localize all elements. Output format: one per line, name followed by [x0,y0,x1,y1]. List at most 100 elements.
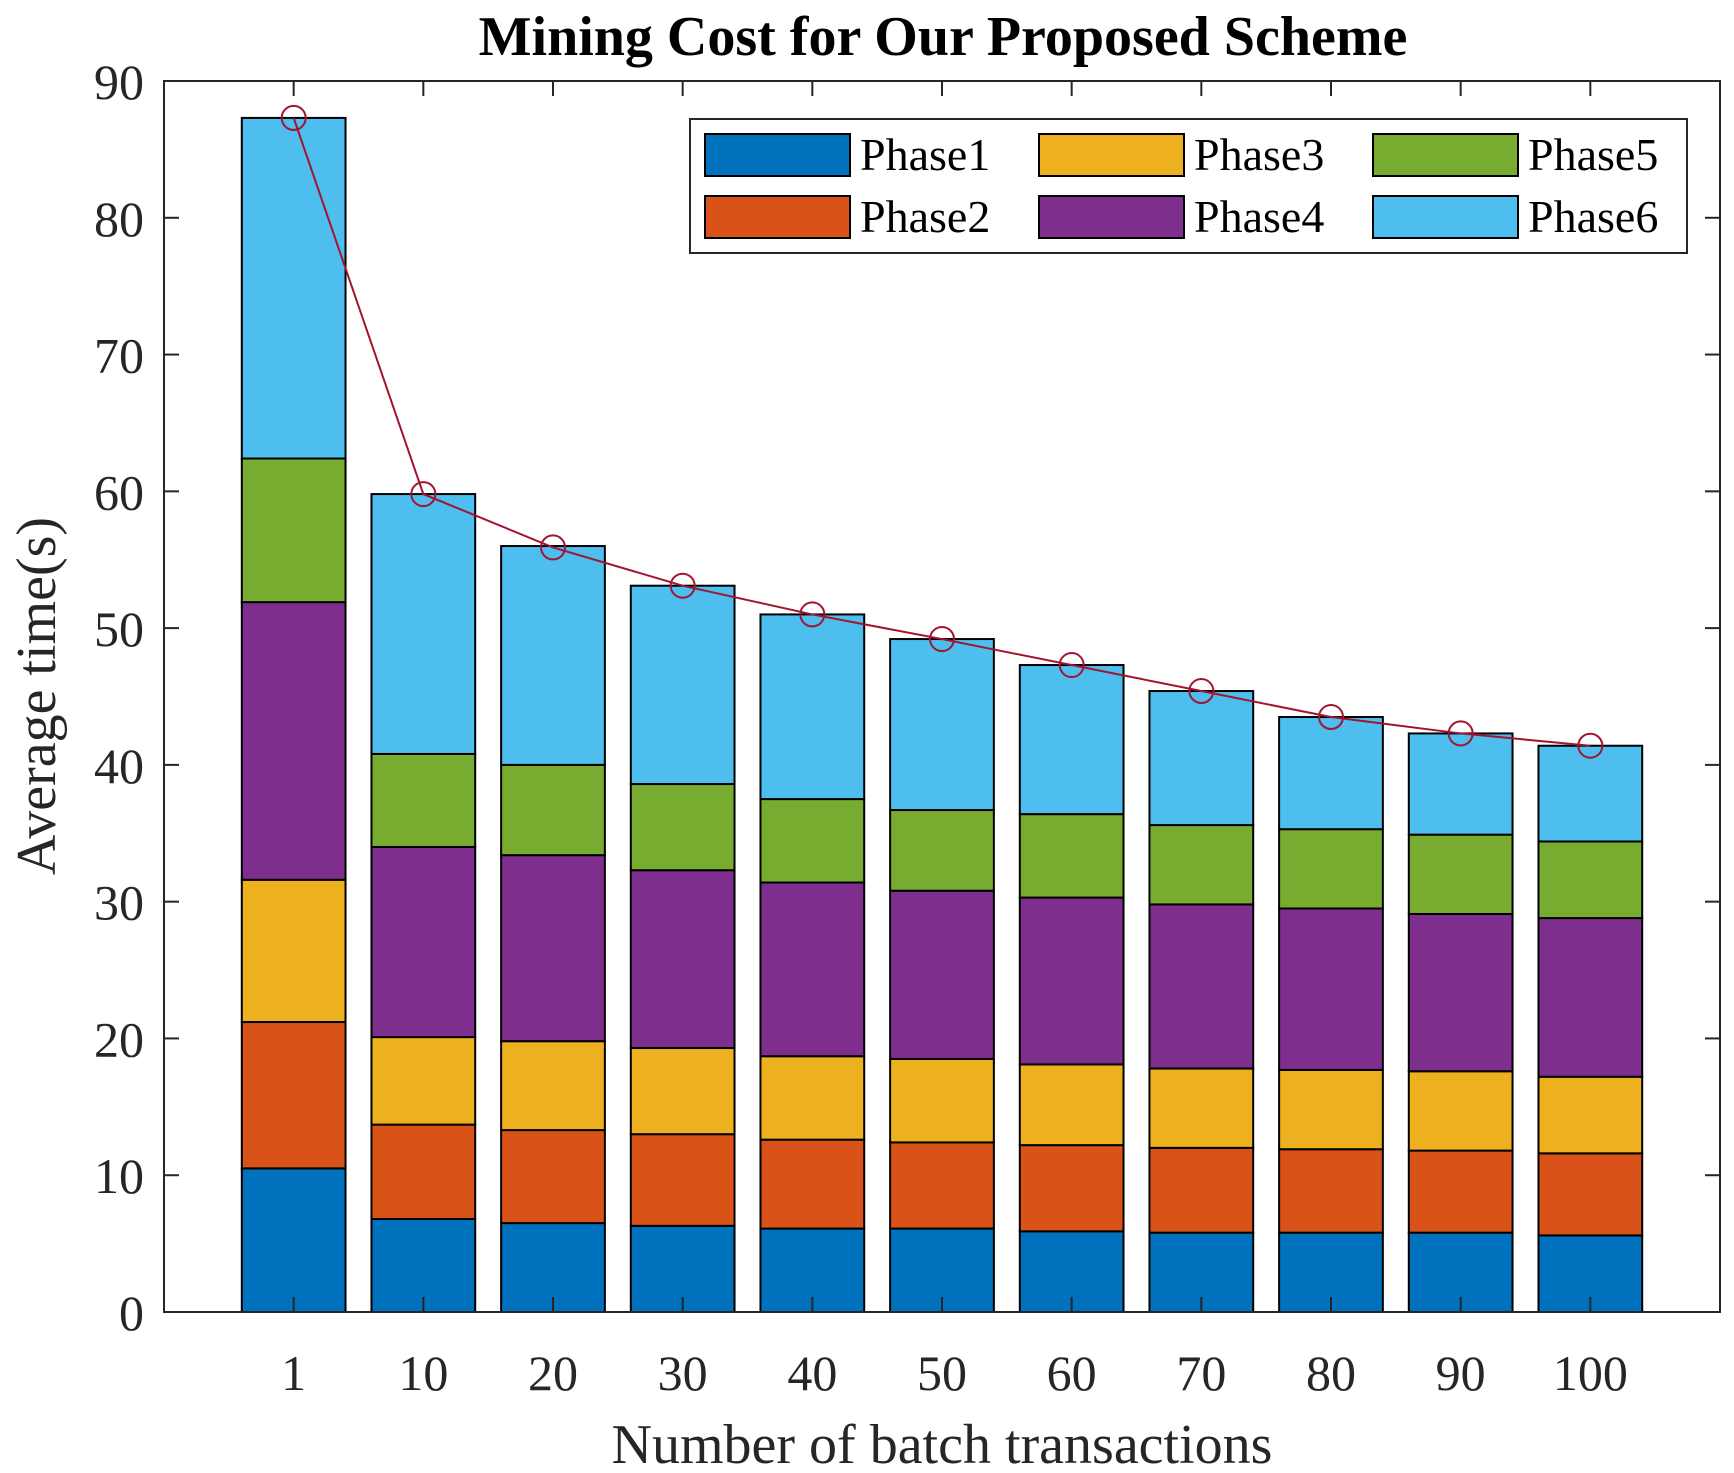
bar-segment-phase2-80 [1278,1148,1384,1234]
legend-label: Phase2 [860,191,990,242]
bar-segment-phase6-50 [889,638,995,812]
bar-segment-phase4-80 [1278,907,1384,1071]
bar-segment-phase6-60 [1018,664,1125,816]
bar-segment-phase4-90 [1407,912,1514,1073]
legend-item-phase6: Phase6 [1372,191,1658,242]
bar-segment-phase6-80 [1278,716,1384,831]
x-tick-label: 70 [1176,1345,1226,1401]
total-marker-70 [1188,678,1215,705]
total-marker-100 [1577,732,1604,759]
x-tick-label: 90 [1436,1345,1486,1401]
bar-segment-phase3-100 [1537,1075,1644,1155]
total-marker-30 [669,572,696,599]
y-tick-label: 0 [119,1285,144,1341]
bar-segment-phase6-20 [500,545,606,766]
legend-swatch [704,195,851,239]
y-tick-label: 30 [94,875,144,931]
total-marker-60 [1058,652,1085,679]
bar-segment-phase4-1 [240,601,347,881]
bar-segment-phase2-60 [1018,1144,1125,1233]
legend-label: Phase3 [1194,129,1324,180]
bar-segment-phase2-90 [1407,1149,1514,1234]
bar-segment-phase2-30 [629,1133,736,1227]
y-tick-label: 90 [94,54,144,110]
x-tick-label: 10 [398,1345,448,1401]
x-tick-label: 1 [281,1345,306,1401]
total-line-layer [280,104,1604,759]
bar-segment-phase1-10 [370,1217,477,1313]
x-axis: 1 10 20 30 40 50 60 70 80 90 100 [281,81,1628,1401]
x-axis-label: Number of batch transactions [612,1414,1273,1473]
bar-segment-phase6-40 [759,613,866,801]
legend-item-phase3: Phase3 [1038,129,1324,180]
bar-segment-phase4-40 [759,881,866,1058]
legend-item-phase2: Phase2 [704,191,990,242]
bar-segment-phase1-1 [240,1167,347,1313]
bar-segment-phase2-100 [1537,1152,1644,1237]
x-tick-label: 40 [787,1345,837,1401]
bar-segment-phase5-40 [759,798,866,884]
legend-swatch [1372,195,1519,239]
bar-segment-phase3-10 [370,1036,477,1126]
x-tick-label: 20 [528,1345,578,1401]
bar-segment-phase3-70 [1148,1067,1255,1149]
y-tick-label: 70 [94,328,144,384]
bar-segment-phase5-90 [1407,833,1514,915]
legend-swatch [1038,195,1185,239]
bar-segment-phase4-20 [500,854,606,1043]
legend-label: Phase4 [1194,191,1324,242]
chart-title: Mining Cost for Our Proposed Scheme [479,6,1408,68]
bar-segment-phase2-20 [500,1129,606,1225]
y-tick-label: 40 [94,738,144,794]
legend-label: Phase5 [1528,129,1658,180]
bar-segment-phase5-20 [500,763,606,857]
x-tick-label: 100 [1553,1345,1628,1401]
bars-layer [240,116,1644,1314]
bar-segment-phase2-50 [889,1141,995,1230]
total-line [292,117,1591,747]
bar-segment-phase3-90 [1407,1070,1514,1152]
y-axis-label: Average time(s) [6,517,68,875]
bar-segment-phase6-100 [1537,744,1644,843]
bar-segment-phase5-30 [629,783,736,872]
bar-segment-phase2-40 [759,1138,866,1230]
legend-item-phase4: Phase4 [1038,191,1324,242]
total-marker-40 [799,601,826,628]
total-marker-90 [1447,720,1474,747]
total-marker-10 [410,481,437,508]
bar-segment-phase3-60 [1018,1063,1125,1147]
bar-segment-phase4-10 [370,845,477,1039]
x-tick-label: 60 [1047,1345,1097,1401]
bar-segment-phase2-70 [1148,1146,1255,1234]
bar-segment-phase6-90 [1407,732,1514,836]
y-tick-label: 80 [94,191,144,247]
y-tick-label: 10 [94,1148,144,1204]
y-tick-label: 50 [94,601,144,657]
legend-item-phase1: Phase1 [704,129,990,180]
bar-segment-phase5-80 [1278,828,1384,910]
bar-segment-phase5-60 [1018,813,1125,899]
bar-segment-phase4-100 [1537,917,1644,1078]
bar-segment-phase5-10 [370,752,477,848]
legend-swatch [1372,133,1519,177]
legend-box [689,118,1688,254]
bar-segment-phase6-70 [1148,690,1255,827]
total-marker-20 [540,534,566,561]
y-tick-label: 60 [94,464,144,520]
x-tick-label: 30 [658,1345,708,1401]
total-marker-80 [1318,704,1344,731]
bar-segment-phase5-1 [240,457,347,604]
bar-segment-phase2-1 [240,1021,347,1170]
bar-segment-phase6-1 [240,116,347,460]
bar-segment-phase4-60 [1018,896,1125,1066]
bar-segment-phase5-70 [1148,824,1255,906]
legend-label: Phase6 [1528,191,1658,242]
y-tick-label: 20 [94,1011,144,1067]
legend-swatch [704,133,851,177]
y-axis: 0 10 20 30 40 50 60 70 80 90 [94,54,1720,1341]
x-tick-label: 80 [1306,1345,1356,1401]
bar-segment-phase5-50 [889,809,995,892]
bar-segment-phase3-40 [759,1055,866,1141]
bar-segment-phase6-30 [629,584,736,786]
